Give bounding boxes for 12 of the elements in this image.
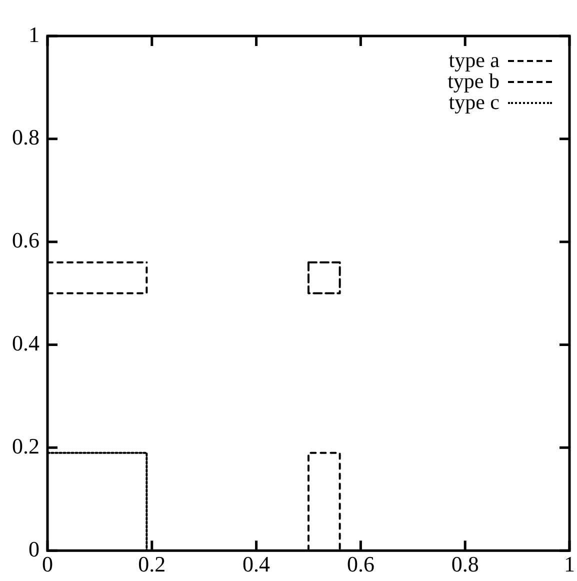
x-tick-label: 0.8	[451, 552, 479, 577]
x-tick-label: 1	[564, 552, 575, 577]
legend-label: type a	[448, 48, 500, 72]
y-tick-label: 0	[28, 536, 40, 562]
x-tick-label: 0.2	[138, 552, 166, 577]
x-tick-label: 0.4	[242, 552, 270, 577]
y-tick-label: 0.4	[12, 330, 40, 356]
y-tick-label: 0.6	[12, 228, 40, 253]
y-tick-label: 0.2	[12, 433, 40, 458]
x-tick-label: 0.6	[346, 552, 374, 577]
y-tick-label: 1	[28, 22, 40, 47]
y-tick-label: 0.8	[12, 124, 40, 150]
